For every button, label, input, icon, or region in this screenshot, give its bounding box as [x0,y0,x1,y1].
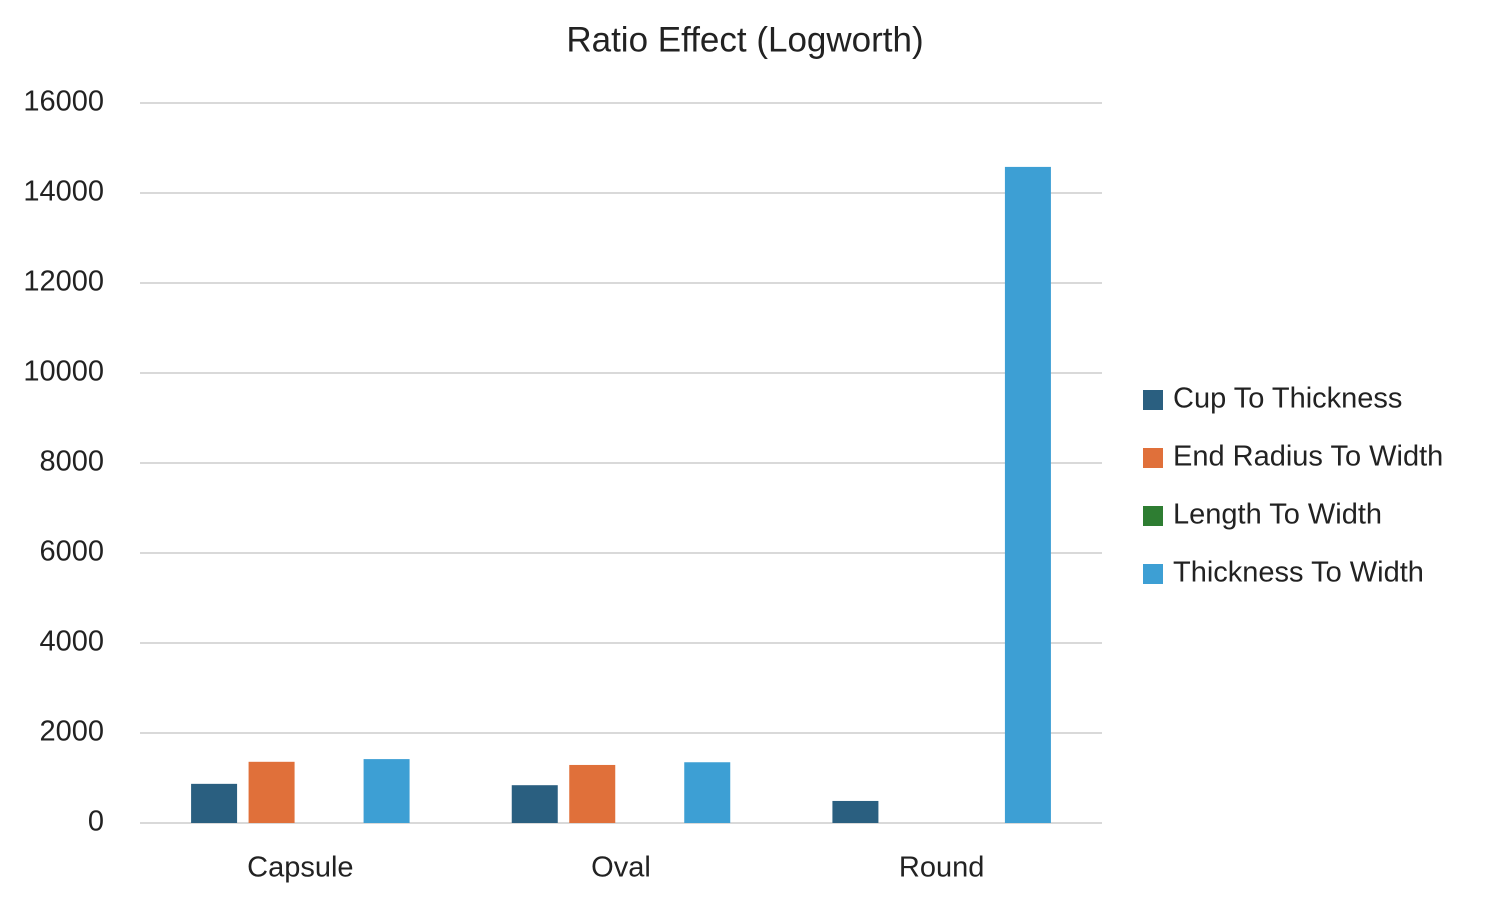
legend-label: End Radius To Width [1173,441,1443,473]
y-tick-label: 12000 [23,266,104,298]
bar [248,761,295,823]
x-tick-label: Round [899,852,984,884]
bar [511,785,558,823]
y-tick-label: 10000 [23,356,104,388]
bar [832,800,879,823]
y-tick-label: 4000 [39,626,104,658]
bar [569,764,616,823]
bar [191,783,238,823]
y-tick-label: 14000 [23,176,104,208]
bar [684,762,731,823]
legend-label: Cup To Thickness [1173,383,1402,415]
y-tick-label: 0 [88,806,104,838]
legend-swatch [1143,564,1163,584]
y-tick-label: 6000 [39,536,104,568]
y-tick-label: 8000 [39,446,104,478]
legend-swatch [1143,448,1163,468]
bar [363,759,410,823]
y-tick-label: 2000 [39,716,104,748]
x-tick-label: Capsule [247,852,353,884]
y-tick-label: 16000 [23,86,104,118]
x-tick-label: Oval [591,852,651,884]
legend-label: Length To Width [1173,499,1382,531]
legend-swatch [1143,506,1163,526]
legend-swatch [1143,390,1163,410]
bar [1004,166,1051,823]
chart-title: Ratio Effect (Logworth) [566,20,923,59]
legend-label: Thickness To Width [1173,557,1424,589]
